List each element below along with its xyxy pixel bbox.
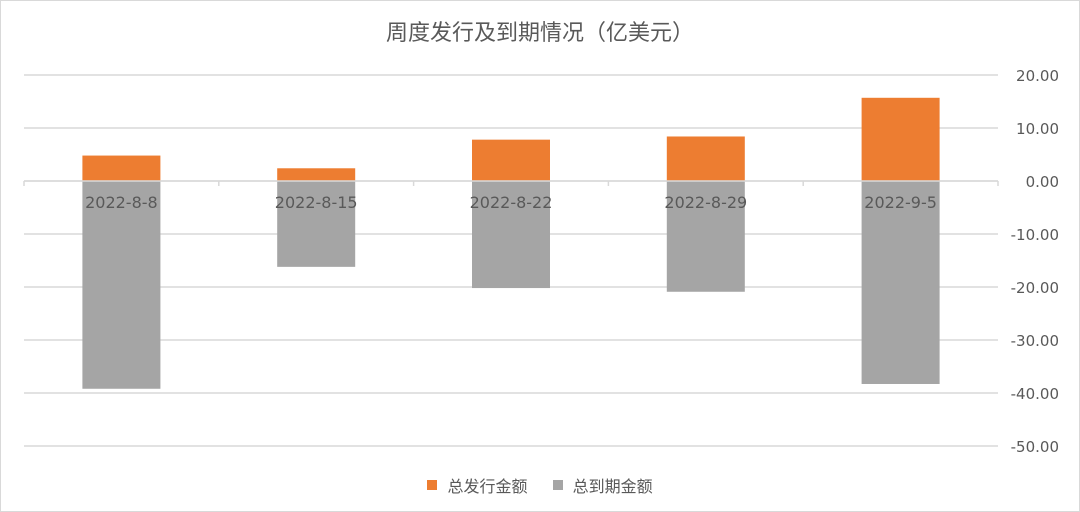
y-tick-label: -50.00 <box>1011 438 1059 456</box>
legend-label-maturity: 总到期金额 <box>572 477 653 496</box>
y-tick-label: 20.00 <box>1016 67 1059 85</box>
y-tick-label: -30.00 <box>1011 332 1059 350</box>
bar-maturity <box>861 181 940 384</box>
chart-title: 周度发行及到期情况（亿美元） <box>385 21 694 46</box>
legend-swatch-issuance <box>427 480 438 490</box>
x-tick-label: 2022-8-29 <box>664 193 747 212</box>
bar-maturity <box>666 181 745 292</box>
x-tick-label: 2022-8-22 <box>470 193 553 212</box>
legend-item-issuance[interactable]: 总发行金额 <box>427 473 527 497</box>
bar-issuance <box>277 168 356 181</box>
bar-issuance <box>666 136 745 181</box>
bar-maturity <box>472 181 550 289</box>
bar-issuance <box>82 155 161 181</box>
y-tick-label: 0.00 <box>1026 173 1059 191</box>
y-tick-label: -40.00 <box>1011 385 1059 403</box>
bar-maturity <box>277 181 356 267</box>
x-tick-label: 2022-9-5 <box>864 193 937 212</box>
bar-issuance <box>472 139 550 181</box>
bar-maturity <box>82 181 161 389</box>
legend: 总发行金额 总到期金额 <box>1 473 1079 497</box>
y-tick-label: 10.00 <box>1016 120 1059 138</box>
bar-issuance <box>861 97 940 181</box>
legend-item-maturity[interactable]: 总到期金额 <box>552 473 653 497</box>
legend-swatch-maturity <box>552 480 563 490</box>
x-tick-label: 2022-8-8 <box>85 193 158 212</box>
y-tick-label: -20.00 <box>1011 279 1059 297</box>
legend-label-issuance: 总发行金额 <box>447 477 528 496</box>
y-tick-label: -10.00 <box>1011 226 1059 244</box>
x-tick-label: 2022-8-15 <box>275 193 358 212</box>
